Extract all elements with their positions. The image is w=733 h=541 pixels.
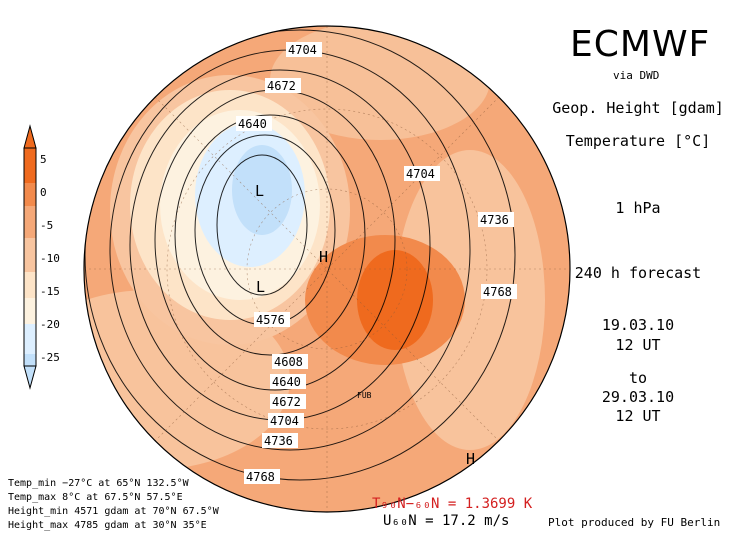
colorbar-tick: -25 — [40, 351, 60, 364]
colorbar-segment — [24, 183, 36, 206]
colorbar-segment — [24, 272, 36, 298]
temp-max-stat: Temp_max 8°C at 67.5°N 57.5°E — [8, 492, 183, 503]
colorbar-tick: 5 — [40, 153, 47, 166]
contour-label: 4736 — [480, 213, 509, 227]
contour-label: 4736 — [264, 434, 293, 448]
contour-label: 4640 — [238, 117, 267, 131]
height-min-stat: Height_min 4571 gdam at 70°N 67.5°W — [8, 506, 219, 517]
high-marker: H — [319, 248, 328, 266]
colorbar-segment — [24, 206, 36, 238]
variable-label: Temperature [°C] — [565, 132, 711, 150]
contour-label: 4768 — [246, 470, 275, 484]
valid-time: 12 UT — [615, 407, 661, 425]
pressure-markers: L L H H — [255, 182, 475, 468]
warm-core — [357, 250, 433, 350]
low-marker: L — [255, 182, 264, 200]
contour-label: 4704 — [288, 43, 317, 57]
height-max-stat: Height_max 4785 gdam at 30°N 35°E — [8, 520, 207, 531]
init-time: 12 UT — [615, 336, 661, 354]
colorbar-segment — [24, 238, 36, 272]
contour-label: 4640 — [272, 375, 301, 389]
colorbar: 5 0 -5 -10 -15 -20 -25 — [23, 124, 60, 390]
fub-label: FUB — [357, 391, 372, 400]
variable-label: Geop. Height [gdam] — [552, 99, 724, 117]
contour-label: 4576 — [256, 313, 285, 327]
model-title: ECMWF — [570, 24, 711, 65]
contour-labels: 4704 4672 4640 4704 4736 4768 4576 4608 … — [236, 42, 517, 484]
colorbar-segment — [24, 354, 36, 366]
contour-label: 4768 — [483, 285, 512, 299]
colorbar-segment — [24, 148, 36, 183]
colorbar-tick: -20 — [40, 318, 60, 331]
colorbar-tick: -15 — [40, 285, 60, 298]
map-field — [84, 26, 570, 512]
temp-min-stat: Temp_min −27°C at 65°N 132.5°W — [8, 478, 189, 489]
lat-lon-grid — [84, 26, 570, 512]
credit-label: Plot produced by FU Berlin — [548, 516, 721, 529]
colorbar-tick: 0 — [40, 186, 47, 199]
map-border — [83, 25, 571, 513]
colorbar-top-arrow — [23, 124, 37, 149]
colorbar-tick: -10 — [40, 252, 60, 265]
forecast-label: 240 h forecast — [574, 264, 702, 282]
height-contours — [84, 29, 516, 481]
init-date: 19.03.10 — [601, 316, 675, 334]
contour-label: 4704 — [270, 414, 299, 428]
level-label: 1 hPa — [615, 199, 661, 217]
temperature-gradient: T₉₀N−₆₀N = 1.3699 K — [372, 496, 533, 512]
contour-label: 4704 — [406, 167, 435, 181]
high-marker: H — [466, 450, 475, 468]
contour-label: 4672 — [267, 79, 296, 93]
low-marker: L — [256, 278, 265, 296]
to-label: to — [628, 369, 648, 387]
colorbar-tick: -5 — [40, 219, 53, 232]
wind-speed: U₆₀N = 17.2 m/s — [383, 513, 510, 529]
colorbar-segment — [24, 324, 36, 354]
valid-date: 29.03.10 — [601, 388, 675, 406]
contour-label: 4608 — [274, 355, 303, 369]
contour-label: 4672 — [272, 395, 301, 409]
colorbar-segment — [24, 298, 36, 324]
colorbar-bottom-arrow — [23, 365, 37, 390]
source-label: via DWD — [613, 69, 660, 82]
